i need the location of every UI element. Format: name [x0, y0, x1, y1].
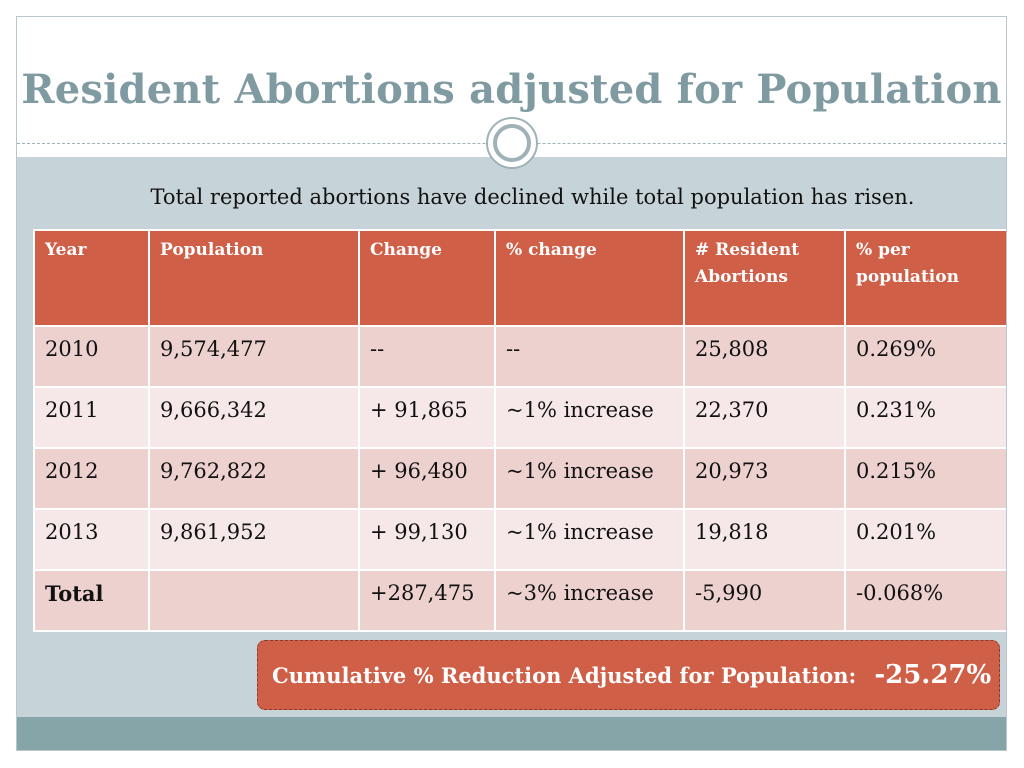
table-row: 2010 9,574,477 -- -- 25,808 0.269% [33, 325, 1006, 388]
cumulative-reduction-callout: Cumulative % Reduction Adjusted for Popu… [257, 640, 1000, 710]
cell-population: 9,666,342 [148, 386, 360, 449]
cell-percent-change: ~3% increase [494, 569, 685, 632]
cell-percent-per-population: 0.201% [844, 508, 1006, 571]
slide: Resident Abortions adjusted for Populati… [16, 16, 1007, 751]
callout-label: Cumulative % Reduction Adjusted for Popu… [272, 662, 857, 688]
cell-year: 2011 [33, 386, 150, 449]
cell-percent-per-population: -0.068% [844, 569, 1006, 632]
circle-ornament-inner [493, 124, 531, 162]
cell-population: 9,574,477 [148, 325, 360, 388]
circle-ornament-icon [486, 117, 538, 169]
cell-percent-change: ~1% increase [494, 508, 685, 571]
table-row: 2012 9,762,822 + 96,480 ~1% increase 20,… [33, 447, 1006, 510]
cell-change: + 99,130 [358, 508, 496, 571]
cell-resident-abortions: 25,808 [683, 325, 846, 388]
cell-year: 2010 [33, 325, 150, 388]
cell-percent-per-population: 0.269% [844, 325, 1006, 388]
cell-change: + 96,480 [358, 447, 496, 510]
cell-change: +287,475 [358, 569, 496, 632]
header-resident-abortions: # Resident Abortions [683, 229, 846, 327]
table-row: 2011 9,666,342 + 91,865 ~1% increase 22,… [33, 386, 1006, 449]
callout-value: -25.27% [874, 660, 992, 690]
data-table: Year Population Change % change # Reside… [33, 229, 1006, 632]
cell-population: 9,762,822 [148, 447, 360, 510]
cell-total-label: Total [33, 569, 150, 632]
cell-percent-change: -- [494, 325, 685, 388]
footer-band [17, 717, 1006, 750]
cell-percent-per-population: 0.231% [844, 386, 1006, 449]
cell-resident-abortions: 22,370 [683, 386, 846, 449]
cell-resident-abortions: 20,973 [683, 447, 846, 510]
cell-percent-per-population: 0.215% [844, 447, 1006, 510]
header-percent-per-population: % per population [844, 229, 1006, 327]
table-row: 2013 9,861,952 + 99,130 ~1% increase 19,… [33, 508, 1006, 571]
cell-percent-change: ~1% increase [494, 447, 685, 510]
header-change: Change [358, 229, 496, 327]
header-percent-change: % change [494, 229, 685, 327]
cell-population: 9,861,952 [148, 508, 360, 571]
table-header-row: Year Population Change % change # Reside… [33, 229, 1006, 327]
cell-population [148, 569, 360, 632]
cell-percent-change: ~1% increase [494, 386, 685, 449]
cell-change: + 91,865 [358, 386, 496, 449]
header-population: Population [148, 229, 360, 327]
cell-change: -- [358, 325, 496, 388]
cell-resident-abortions: 19,818 [683, 508, 846, 571]
cell-year: 2012 [33, 447, 150, 510]
cell-year: 2013 [33, 508, 150, 571]
slide-title: Resident Abortions adjusted for Populati… [21, 66, 1002, 113]
table-total-row: Total +287,475 ~3% increase -5,990 -0.06… [33, 569, 1006, 632]
cell-resident-abortions: -5,990 [683, 569, 846, 632]
slide-subtitle: Total reported abortions have declined w… [150, 185, 915, 209]
header-year: Year [33, 229, 150, 327]
